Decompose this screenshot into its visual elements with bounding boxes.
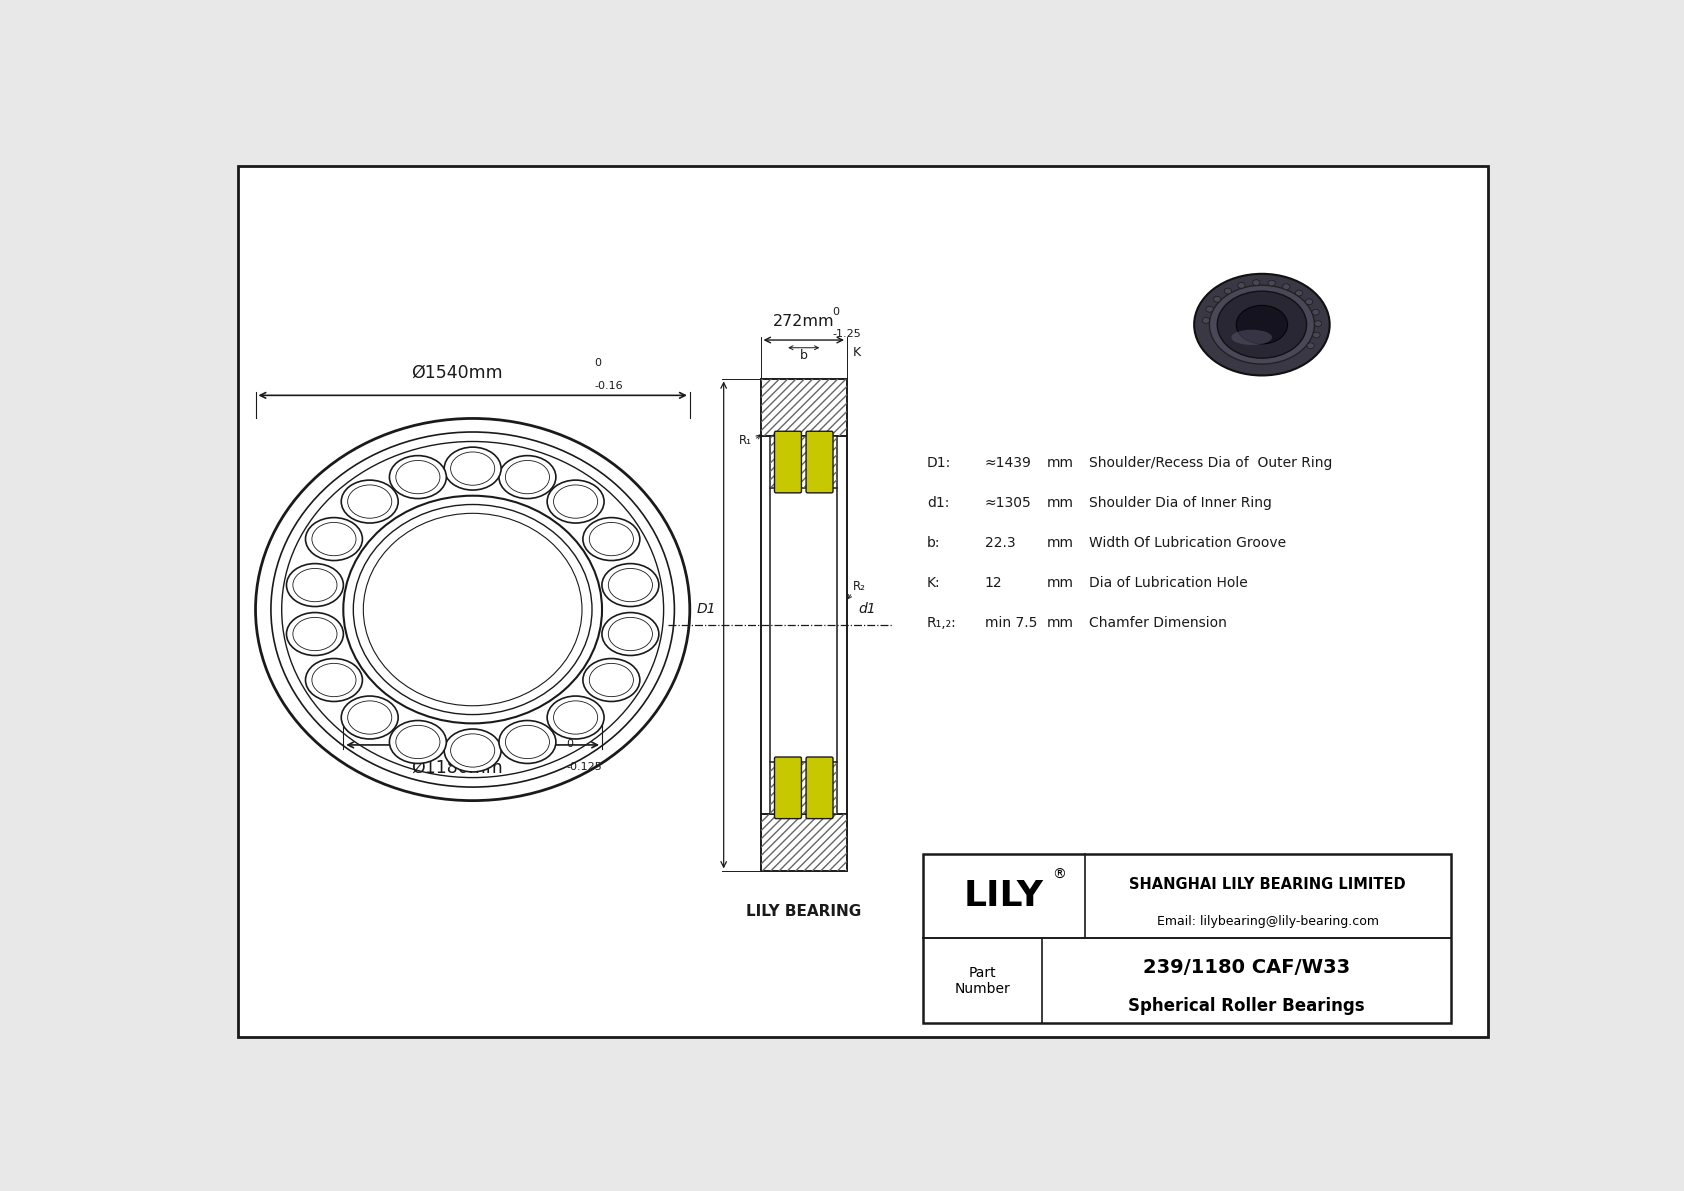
Ellipse shape <box>1307 343 1314 349</box>
Bar <box>770 762 837 813</box>
Ellipse shape <box>547 696 605 738</box>
Text: b:: b: <box>926 536 940 549</box>
Text: K: K <box>854 347 861 360</box>
Text: Dia of Lubrication Hole: Dia of Lubrication Hole <box>1088 575 1248 590</box>
Text: 239/1180 CAF/W33: 239/1180 CAF/W33 <box>1143 958 1351 977</box>
Text: 272mm: 272mm <box>773 314 835 329</box>
FancyBboxPatch shape <box>807 431 834 493</box>
Text: min 7.5: min 7.5 <box>985 616 1037 630</box>
Ellipse shape <box>445 729 502 772</box>
Ellipse shape <box>1315 320 1322 326</box>
FancyBboxPatch shape <box>775 757 802 818</box>
Ellipse shape <box>601 563 658 606</box>
Text: -1.25: -1.25 <box>832 329 861 339</box>
Bar <box>770 436 837 488</box>
Text: mm: mm <box>1046 536 1073 549</box>
Ellipse shape <box>1214 297 1221 303</box>
Ellipse shape <box>1305 299 1314 305</box>
Text: LILY BEARING: LILY BEARING <box>746 904 862 918</box>
Ellipse shape <box>389 721 446 763</box>
Text: R₂: R₂ <box>854 580 866 593</box>
Ellipse shape <box>1295 291 1303 295</box>
Text: d1:: d1: <box>926 495 950 510</box>
Ellipse shape <box>342 480 397 523</box>
Text: R₁,₂:: R₁,₂: <box>926 616 957 630</box>
Text: D1: D1 <box>697 601 716 616</box>
Bar <box>761 379 847 436</box>
Ellipse shape <box>445 447 502 490</box>
Text: b: b <box>800 349 808 362</box>
Ellipse shape <box>498 456 556 499</box>
Bar <box>770 436 837 488</box>
Text: D1:: D1: <box>926 455 951 469</box>
Text: 0: 0 <box>594 358 601 368</box>
Ellipse shape <box>1224 288 1231 294</box>
Ellipse shape <box>1238 282 1244 288</box>
Text: Email: lilybearing@lily-bearing.com: Email: lilybearing@lily-bearing.com <box>1157 915 1379 928</box>
Text: ≈1305: ≈1305 <box>985 495 1032 510</box>
Ellipse shape <box>1253 280 1260 286</box>
Ellipse shape <box>1218 291 1307 358</box>
Ellipse shape <box>305 659 362 701</box>
Bar <box>761 813 847 872</box>
Text: 0: 0 <box>832 307 839 317</box>
Text: mm: mm <box>1046 575 1073 590</box>
Ellipse shape <box>601 612 658 655</box>
Text: 0: 0 <box>566 738 574 749</box>
Text: ≈1439: ≈1439 <box>985 455 1032 469</box>
Text: Ø1180mm: Ø1180mm <box>411 759 504 777</box>
Text: mm: mm <box>1046 495 1073 510</box>
Ellipse shape <box>583 518 640 561</box>
Ellipse shape <box>286 563 344 606</box>
Text: Width Of Lubrication Groove: Width Of Lubrication Groove <box>1088 536 1287 549</box>
Text: K:: K: <box>926 575 941 590</box>
Ellipse shape <box>389 456 446 499</box>
Text: Chamfer Dimension: Chamfer Dimension <box>1088 616 1226 630</box>
Ellipse shape <box>305 518 362 561</box>
Ellipse shape <box>342 696 397 738</box>
Ellipse shape <box>1268 280 1275 286</box>
Ellipse shape <box>583 659 640 701</box>
Text: Shoulder/Recess Dia of  Outer Ring: Shoulder/Recess Dia of Outer Ring <box>1088 455 1332 469</box>
Text: mm: mm <box>1046 616 1073 630</box>
Ellipse shape <box>1236 305 1288 344</box>
Ellipse shape <box>498 721 556 763</box>
Ellipse shape <box>1312 310 1319 316</box>
Bar <box>761 813 847 872</box>
Text: d1: d1 <box>859 601 876 616</box>
Ellipse shape <box>1314 332 1320 338</box>
Bar <box>770 762 837 813</box>
Text: Shoulder Dia of Inner Ring: Shoulder Dia of Inner Ring <box>1088 495 1271 510</box>
FancyBboxPatch shape <box>775 431 802 493</box>
Bar <box>923 854 1450 1023</box>
Ellipse shape <box>1231 330 1271 345</box>
Ellipse shape <box>286 612 344 655</box>
Ellipse shape <box>1209 286 1315 364</box>
Text: LILY: LILY <box>963 879 1044 913</box>
Text: Ø1540mm: Ø1540mm <box>411 363 504 381</box>
Text: R₁: R₁ <box>738 435 751 448</box>
Text: 12: 12 <box>985 575 1002 590</box>
Text: mm: mm <box>1046 455 1073 469</box>
Ellipse shape <box>1202 318 1209 323</box>
Ellipse shape <box>1206 306 1212 312</box>
Text: Part
Number: Part Number <box>955 966 1010 996</box>
Ellipse shape <box>547 480 605 523</box>
Text: -0.125: -0.125 <box>566 762 603 772</box>
Text: SHANGHAI LILY BEARING LIMITED: SHANGHAI LILY BEARING LIMITED <box>1130 877 1406 892</box>
Ellipse shape <box>1283 283 1290 289</box>
Ellipse shape <box>1194 274 1330 375</box>
Text: 22.3: 22.3 <box>985 536 1015 549</box>
Text: Spherical Roller Bearings: Spherical Roller Bearings <box>1128 997 1364 1015</box>
Text: ®: ® <box>1052 867 1066 881</box>
Text: -0.16: -0.16 <box>594 381 623 392</box>
Bar <box>761 379 847 436</box>
FancyBboxPatch shape <box>807 757 834 818</box>
